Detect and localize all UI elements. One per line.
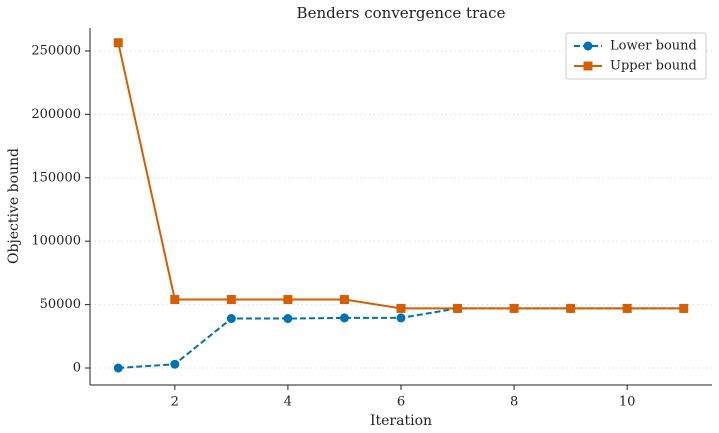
x-tick-label: 2 bbox=[171, 395, 179, 410]
x-tick-label: 8 bbox=[510, 395, 518, 410]
marker bbox=[283, 314, 293, 324]
marker bbox=[170, 359, 180, 369]
legend-label: Upper bound bbox=[610, 59, 697, 74]
marker bbox=[339, 295, 349, 305]
x-axis-label: Iteration bbox=[370, 413, 432, 429]
y-tick-label: 200000 bbox=[31, 107, 81, 122]
marker bbox=[622, 303, 632, 313]
marker bbox=[113, 38, 123, 48]
x-tick-label: 10 bbox=[619, 395, 636, 410]
marker bbox=[339, 313, 349, 323]
marker bbox=[113, 363, 123, 373]
marker bbox=[396, 303, 406, 313]
legend-marker bbox=[583, 41, 593, 51]
y-tick-label: 250000 bbox=[31, 43, 81, 58]
legend-box bbox=[565, 32, 707, 80]
marker bbox=[170, 295, 180, 305]
y-tick-label: 100000 bbox=[31, 234, 81, 249]
series-line bbox=[117, 42, 684, 310]
marker bbox=[679, 303, 689, 313]
x-tick-label: 4 bbox=[284, 395, 292, 410]
marker bbox=[509, 303, 519, 313]
y-axis-label: Objective bound bbox=[6, 148, 22, 264]
legend-label: Lower bound bbox=[610, 39, 697, 54]
marker bbox=[453, 303, 463, 313]
y-tick-label: 150000 bbox=[31, 170, 81, 185]
marker bbox=[396, 313, 406, 323]
x-tick-label: 6 bbox=[397, 395, 405, 410]
marker bbox=[226, 314, 236, 324]
marker bbox=[283, 295, 293, 305]
y-tick-label: 50000 bbox=[40, 297, 81, 312]
legend-marker bbox=[583, 61, 593, 71]
marker bbox=[566, 303, 576, 313]
y-tick-label: 0 bbox=[73, 361, 81, 376]
chart-title: Benders convergence trace bbox=[297, 4, 506, 22]
marker bbox=[226, 295, 236, 305]
